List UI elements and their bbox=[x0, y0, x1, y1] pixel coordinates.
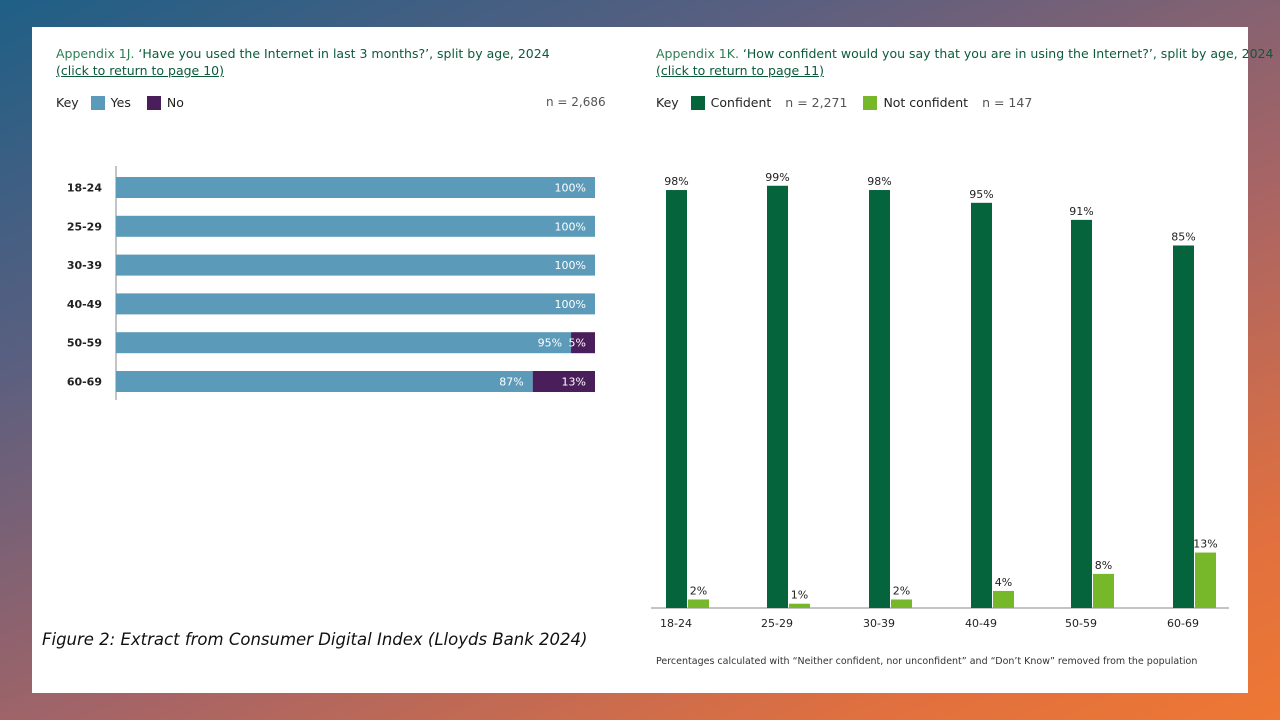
bar-yes bbox=[116, 293, 595, 315]
bar-not-confident-value-label: 1% bbox=[791, 589, 808, 602]
right-chart-plot: 98% 2% 18-24 99% 1% 25-29 98% 2% 30-39 95% 4% 40-49… bbox=[651, 171, 1229, 630]
left-category-label: 30-39 bbox=[67, 259, 102, 272]
right-legend-key-label: Key bbox=[656, 95, 679, 110]
bar-yes-value-label: 95% bbox=[538, 337, 562, 350]
left-category-label: 18-24 bbox=[67, 182, 103, 195]
bar-confident bbox=[1173, 245, 1194, 608]
bar-confident bbox=[767, 185, 788, 608]
left-legend-key-label: Key bbox=[56, 95, 79, 110]
bar-not-confident bbox=[993, 590, 1014, 608]
bar-yes bbox=[116, 254, 595, 276]
legend-not-confident-swatch bbox=[863, 95, 878, 110]
right-category-label: 60-69 bbox=[1167, 617, 1199, 630]
bar-confident-value-label: 95% bbox=[969, 188, 993, 201]
right-category-label: 18-24 bbox=[660, 617, 692, 630]
right-chart-title: Appendix 1K. ‘How confident would you sa… bbox=[656, 45, 1273, 62]
left-category-label: 40-49 bbox=[67, 298, 102, 311]
bar-no bbox=[571, 332, 595, 354]
bar-not-confident-value-label: 13% bbox=[1193, 538, 1217, 551]
right-category-label: 50-59 bbox=[1065, 617, 1097, 630]
bar-confident bbox=[1071, 219, 1092, 608]
bar-confident bbox=[869, 190, 890, 608]
legend-confident-n: n = 2,271 bbox=[785, 95, 848, 110]
left-chart-title: Appendix 1J. ‘Have you used the Internet… bbox=[56, 45, 550, 62]
bar-yes bbox=[116, 215, 595, 237]
left-chart-title-text: ‘Have you used the Internet in last 3 mo… bbox=[138, 46, 550, 61]
bar-confident-value-label: 99% bbox=[765, 171, 789, 184]
right-chart-title-text: ‘How confident would you say that you ar… bbox=[742, 46, 1274, 61]
bar-yes-value-label: 100% bbox=[555, 259, 586, 272]
right-category-label: 40-49 bbox=[965, 617, 997, 630]
bar-not-confident bbox=[1195, 552, 1216, 608]
bar-yes bbox=[116, 371, 533, 392]
right-category-label: 25-29 bbox=[761, 617, 793, 630]
bar-yes-value-label: 100% bbox=[555, 298, 586, 311]
bar-yes-value-label: 100% bbox=[555, 220, 586, 233]
legend-not-confident-label: Not confident bbox=[883, 95, 969, 110]
legend-no-label: No bbox=[166, 95, 184, 110]
bar-confident bbox=[971, 202, 992, 608]
bar-not-confident-value-label: 2% bbox=[893, 584, 910, 597]
figure-caption: Figure 2: Extract from Consumer Digital … bbox=[42, 630, 588, 649]
left-chart-return-link[interactable]: (click to return to page 10) bbox=[56, 63, 224, 78]
bar-no-value-label: 5% bbox=[569, 337, 586, 350]
left-chart-legend: Key Yes No bbox=[56, 95, 184, 110]
bar-yes-value-label: 87% bbox=[499, 376, 523, 389]
legend-yes-label: Yes bbox=[110, 95, 131, 110]
legend-not-confident-n: n = 147 bbox=[982, 95, 1033, 110]
bar-not-confident bbox=[1093, 573, 1114, 608]
left-chart-appendix-label: Appendix 1J. bbox=[56, 46, 135, 61]
bar-not-confident-value-label: 8% bbox=[1095, 559, 1112, 572]
right-chart-appendix-label: Appendix 1K. bbox=[656, 46, 739, 61]
bar-confident-value-label: 85% bbox=[1171, 230, 1195, 243]
bar-not-confident bbox=[891, 599, 912, 608]
legend-confident-label: Confident bbox=[710, 95, 772, 110]
bar-no bbox=[532, 371, 595, 392]
bar-no-value-label: 13% bbox=[562, 376, 586, 389]
bar-not-confident bbox=[688, 599, 709, 608]
bar-confident-value-label: 91% bbox=[1069, 205, 1093, 218]
legend-confident-swatch bbox=[690, 95, 705, 110]
bar-confident-value-label: 98% bbox=[664, 175, 688, 188]
legend-no-swatch bbox=[146, 95, 161, 110]
left-chart-plot: 18-24 100% 25-29 100% 30-39 100% 40-49 100% 50-5… bbox=[67, 166, 595, 400]
bar-yes bbox=[116, 177, 595, 198]
left-category-label: 60-69 bbox=[67, 376, 102, 389]
right-chart-legend: Key Confident n = 2,271 Not confident n … bbox=[656, 95, 1032, 110]
bar-not-confident-value-label: 4% bbox=[995, 576, 1012, 589]
right-chart-footnote: Percentages calculated with “Neither con… bbox=[656, 656, 1198, 667]
bar-yes bbox=[116, 332, 572, 354]
bar-yes-value-label: 100% bbox=[555, 182, 586, 195]
bar-not-confident-value-label: 2% bbox=[690, 584, 707, 597]
bar-confident bbox=[666, 190, 687, 608]
bar-confident-value-label: 98% bbox=[867, 175, 891, 188]
right-chart-return-link[interactable]: (click to return to page 11) bbox=[656, 63, 824, 78]
left-chart-sample-size: n = 2,686 bbox=[546, 95, 606, 109]
right-category-label: 30-39 bbox=[863, 617, 895, 630]
legend-yes-swatch bbox=[90, 95, 105, 110]
figure-card: Appendix 1J. ‘Have you used the Internet… bbox=[32, 27, 1273, 693]
bar-not-confident bbox=[789, 603, 810, 608]
left-category-label: 50-59 bbox=[67, 337, 102, 350]
left-category-label: 25-29 bbox=[67, 220, 102, 233]
